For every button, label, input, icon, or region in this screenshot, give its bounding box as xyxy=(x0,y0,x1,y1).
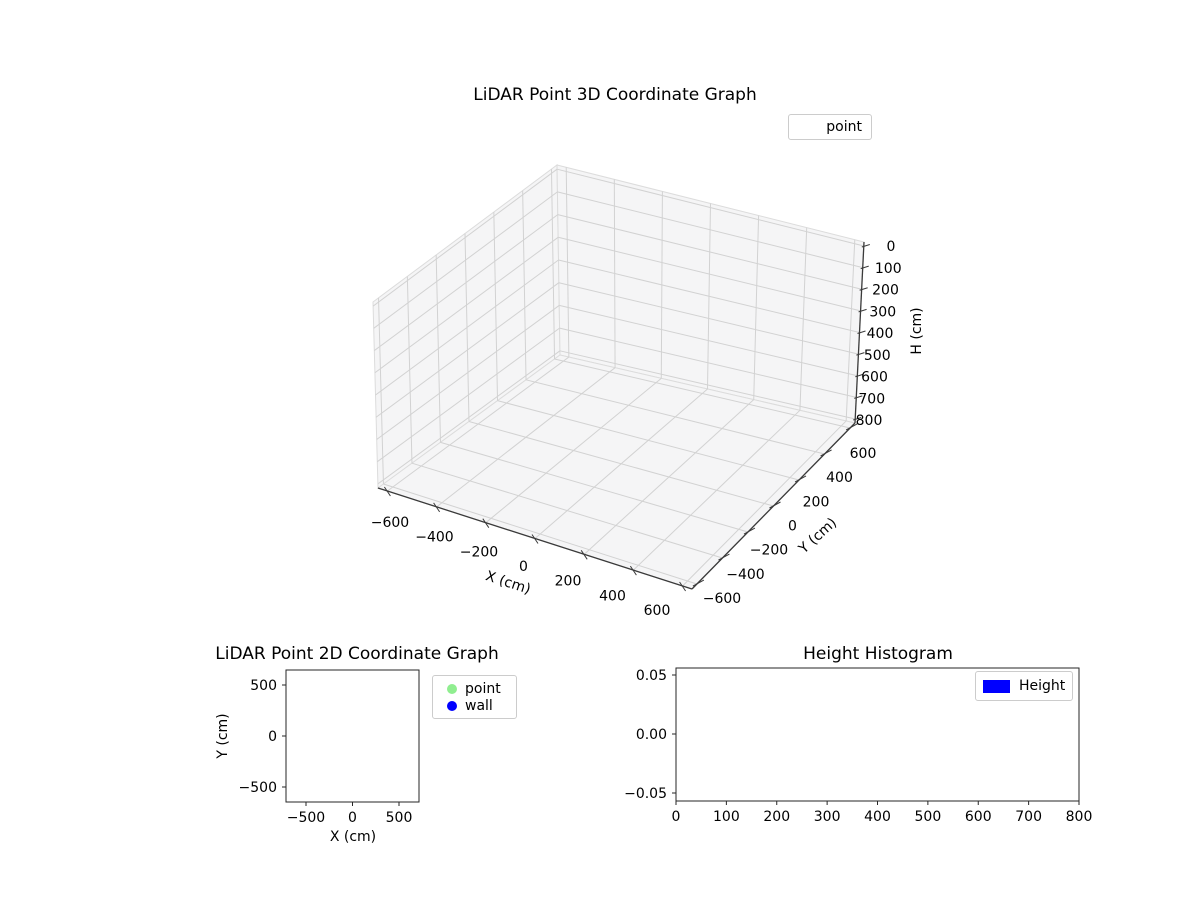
tick-label: −600 xyxy=(371,515,409,531)
plot2d-legend-point-label: point xyxy=(465,680,501,697)
tick-label: 0 xyxy=(672,809,681,825)
tick-label: 200 xyxy=(555,574,582,590)
tick-label: 0.00 xyxy=(636,727,667,743)
plot2d-legend: point wall xyxy=(432,675,517,719)
tick-label: 0 xyxy=(788,519,797,535)
tick-label: −600 xyxy=(703,591,741,607)
tick-label: 200 xyxy=(763,809,790,825)
hist-title: Height Histogram xyxy=(803,644,953,664)
hist-legend: Height xyxy=(975,671,1073,701)
plot2d-title: LiDAR Point 2D Coordinate Graph xyxy=(215,644,499,664)
tick-label: 700 xyxy=(858,391,885,407)
tick-label: −200 xyxy=(750,543,788,559)
point-marker-icon xyxy=(447,683,457,694)
plot3d-title: LiDAR Point 3D Coordinate Graph xyxy=(473,85,757,105)
tick-label: 800 xyxy=(1066,809,1093,825)
tick-label: 500 xyxy=(386,810,413,826)
tick-label: −400 xyxy=(726,567,764,583)
tick-label: 700 xyxy=(1015,809,1042,825)
tick-label: 100 xyxy=(713,809,740,825)
tick-label: 400 xyxy=(867,326,894,342)
tick-label: 300 xyxy=(869,304,896,320)
tick-label: −200 xyxy=(460,544,498,560)
legend-row-point: point xyxy=(439,682,510,696)
hist-legend-label: Height xyxy=(1019,678,1066,694)
tick-label: 500 xyxy=(915,809,942,825)
tick-label: 0 xyxy=(268,729,277,745)
tick-label: 100 xyxy=(875,261,902,277)
plot3d-tick-labels: −600−400−2000200400600−600−400−200020040… xyxy=(371,239,902,619)
legend-handle xyxy=(439,683,465,694)
empty-marker-icon xyxy=(800,121,826,133)
tick-label: 200 xyxy=(872,283,899,299)
tick-label: 200 xyxy=(803,494,830,510)
plot2d-xaxis-label: X (cm) xyxy=(329,829,377,845)
wall-marker-icon xyxy=(447,700,457,711)
tick-label: −500 xyxy=(239,780,277,796)
plot2d-frame xyxy=(285,669,420,803)
tick-label: 400 xyxy=(826,470,853,486)
tick-label: 0 xyxy=(519,559,528,575)
hist-tick-labels: 0 100 200 300 400 500 600 700 800 0.05 0.00 −0.05 xyxy=(624,668,1092,825)
plot3d-grid xyxy=(372,167,864,587)
plot3d-zaxis-label: H (cm) xyxy=(909,307,925,355)
tick-label: 600 xyxy=(965,809,992,825)
plot2d-tick-labels: −500 0 500 500 0 −500 xyxy=(239,678,413,826)
tick-label: 600 xyxy=(861,370,888,386)
height-patch-icon xyxy=(983,679,1010,693)
tick-label: −500 xyxy=(287,810,325,826)
legend-row-wall: wall xyxy=(439,699,510,713)
tick-label: 0 xyxy=(348,810,357,826)
tick-label: 0.05 xyxy=(636,668,667,684)
tick-label: −0.05 xyxy=(624,786,667,802)
tick-label: 500 xyxy=(864,348,891,364)
tick-label: 500 xyxy=(250,678,277,694)
plot3d-ticks xyxy=(384,244,870,592)
legend-handle xyxy=(439,700,465,711)
tick-label: 400 xyxy=(864,809,891,825)
plot2d-legend-wall-label: wall xyxy=(465,697,493,714)
plot3d-legend-label: point xyxy=(826,119,862,135)
tick-label: −400 xyxy=(415,530,453,546)
tick-label: 300 xyxy=(814,809,841,825)
tick-label: 400 xyxy=(599,588,626,604)
tick-label: 800 xyxy=(856,413,883,429)
hist-ticks xyxy=(672,674,1080,805)
tick-label: 600 xyxy=(850,446,877,462)
tick-label: 600 xyxy=(644,603,671,619)
plot2d-yaxis-label: Y (cm) xyxy=(215,713,231,759)
plot3d-legend: point xyxy=(788,114,872,140)
plot2d-ticks xyxy=(282,684,400,806)
tick-label: 0 xyxy=(887,239,896,255)
